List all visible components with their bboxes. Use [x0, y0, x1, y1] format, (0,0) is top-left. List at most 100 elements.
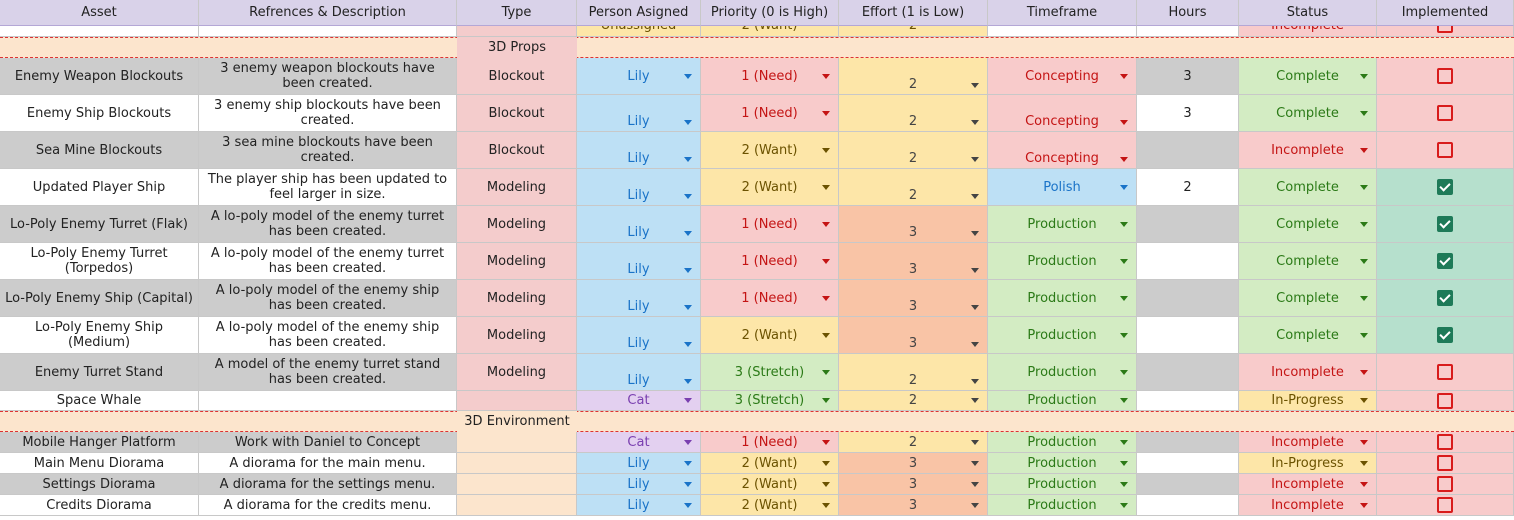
hours-cell[interactable]: 2 [1137, 169, 1239, 206]
checkbox-unchecked[interactable] [1437, 476, 1453, 492]
person-dropdown[interactable]: Lily [577, 206, 701, 243]
effort-dropdown[interactable]: 3 [839, 317, 988, 354]
checkbox-unchecked[interactable] [1437, 392, 1453, 409]
type-cell[interactable] [457, 474, 577, 495]
column-header-effort[interactable]: Effort (1 is Low) [839, 0, 988, 26]
description-cell[interactable]: Work with Daniel to Concept [199, 432, 457, 453]
hours-cell[interactable] [1137, 495, 1239, 516]
status-dropdown[interactable]: Incomplete [1239, 474, 1377, 495]
effort-dropdown[interactable]: 2 [839, 391, 988, 411]
timeframe-dropdown[interactable]: Production [988, 206, 1137, 243]
description-cell[interactable]: A diorama for the settings menu. [199, 474, 457, 495]
person-dropdown[interactable]: Lily [577, 243, 701, 280]
type-cell[interactable]: Blockout [457, 95, 577, 132]
implemented-cell[interactable] [1377, 495, 1514, 516]
priority-dropdown[interactable]: 1 (Need) [701, 432, 839, 453]
status-dropdown[interactable]: Complete [1239, 206, 1377, 243]
hours-cell[interactable] [1137, 280, 1239, 317]
description-cell[interactable] [199, 391, 457, 411]
checkbox-checked[interactable] [1437, 253, 1453, 269]
type-cell[interactable]: Modeling [457, 206, 577, 243]
description-cell[interactable]: A lo-poly model of the enemy ship has be… [199, 317, 457, 354]
asset-cell[interactable]: Enemy Turret Stand [0, 354, 199, 391]
implemented-cell[interactable] [1377, 132, 1514, 169]
asset-cell[interactable]: Main Menu Diorama [0, 453, 199, 474]
priority-dropdown[interactable]: 3 (Stretch) [701, 391, 839, 411]
priority-dropdown[interactable]: 2 (Want) [701, 474, 839, 495]
priority-dropdown[interactable]: 1 (Need) [701, 280, 839, 317]
priority-dropdown[interactable]: 2 (Want) [701, 132, 839, 169]
description-cell[interactable]: A lo-poly model of the enemy ship has be… [199, 280, 457, 317]
type-cell[interactable]: Modeling [457, 317, 577, 354]
partial-row-person[interactable]: Unassigned [577, 26, 701, 37]
status-dropdown[interactable]: Incomplete [1239, 354, 1377, 391]
checkbox-unchecked[interactable] [1437, 105, 1453, 121]
person-dropdown[interactable]: Lily [577, 495, 701, 516]
implemented-cell[interactable] [1377, 243, 1514, 280]
implemented-cell[interactable] [1377, 317, 1514, 354]
status-dropdown[interactable]: In-Progress [1239, 391, 1377, 411]
priority-dropdown[interactable]: 1 (Need) [701, 58, 839, 95]
type-cell[interactable]: Modeling [457, 354, 577, 391]
description-cell[interactable]: A lo-poly model of the enemy turret has … [199, 243, 457, 280]
hours-cell[interactable] [1137, 474, 1239, 495]
implemented-cell[interactable] [1377, 206, 1514, 243]
hours-cell[interactable] [1137, 432, 1239, 453]
description-cell[interactable]: The player ship has been updated to feel… [199, 169, 457, 206]
checkbox-unchecked[interactable] [1437, 68, 1453, 84]
description-cell[interactable]: A model of the enemy turret stand has be… [199, 354, 457, 391]
effort-dropdown[interactable]: 3 [839, 206, 988, 243]
implemented-cell[interactable] [1377, 432, 1514, 453]
asset-cell[interactable]: Settings Diorama [0, 474, 199, 495]
implemented-cell[interactable] [1377, 169, 1514, 206]
column-header-desc[interactable]: Refrences & Description [199, 0, 457, 26]
priority-dropdown[interactable]: 2 (Want) [701, 453, 839, 474]
checkbox-checked[interactable] [1437, 179, 1453, 195]
implemented-cell[interactable] [1377, 453, 1514, 474]
hours-cell[interactable] [1137, 453, 1239, 474]
type-cell[interactable]: Modeling [457, 243, 577, 280]
timeframe-dropdown[interactable]: Production [988, 317, 1137, 354]
person-dropdown[interactable]: Lily [577, 474, 701, 495]
type-cell[interactable]: Blockout [457, 132, 577, 169]
person-dropdown[interactable]: Lily [577, 354, 701, 391]
description-cell[interactable]: 3 sea mine blockouts have been created. [199, 132, 457, 169]
description-cell[interactable]: 3 enemy weapon blockouts have been creat… [199, 58, 457, 95]
checkbox-checked[interactable] [1437, 216, 1453, 232]
status-dropdown[interactable]: Incomplete [1239, 132, 1377, 169]
column-header-timeframe[interactable]: Timeframe [988, 0, 1137, 26]
partial-row-effort[interactable]: 2 [839, 26, 988, 37]
checkbox[interactable] [1437, 26, 1453, 33]
column-header-implemented[interactable]: Implemented [1377, 0, 1514, 26]
hours-cell[interactable] [1137, 354, 1239, 391]
type-cell[interactable] [457, 391, 577, 411]
hours-cell[interactable] [1137, 132, 1239, 169]
person-dropdown[interactable]: Lily [577, 169, 701, 206]
priority-dropdown[interactable]: 2 (Want) [701, 495, 839, 516]
status-dropdown[interactable]: Incomplete [1239, 432, 1377, 453]
asset-cell[interactable]: Sea Mine Blockouts [0, 132, 199, 169]
timeframe-dropdown[interactable]: Production [988, 432, 1137, 453]
checkbox-unchecked[interactable] [1437, 497, 1453, 513]
partial-row-implemented[interactable] [1377, 26, 1514, 37]
priority-dropdown[interactable]: 3 (Stretch) [701, 354, 839, 391]
column-header-priority[interactable]: Priority (0 is High) [701, 0, 839, 26]
asset-cell[interactable]: Enemy Weapon Blockouts [0, 58, 199, 95]
checkbox-unchecked[interactable] [1437, 455, 1453, 471]
asset-cell[interactable]: Credits Diorama [0, 495, 199, 516]
effort-dropdown[interactable]: 3 [839, 243, 988, 280]
timeframe-dropdown[interactable]: Concepting [988, 95, 1137, 132]
effort-dropdown[interactable]: 2 [839, 132, 988, 169]
type-cell[interactable] [457, 453, 577, 474]
partial-row-status[interactable]: Incomplete [1239, 26, 1377, 37]
checkbox-unchecked[interactable] [1437, 364, 1453, 380]
asset-cell[interactable]: Lo-Poly Enemy Turret (Flak) [0, 206, 199, 243]
timeframe-dropdown[interactable]: Production [988, 243, 1137, 280]
timeframe-dropdown[interactable]: Production [988, 474, 1137, 495]
column-header-person[interactable]: Person Asigned [577, 0, 701, 26]
hours-cell[interactable]: 3 [1137, 95, 1239, 132]
priority-dropdown[interactable]: 1 (Need) [701, 95, 839, 132]
implemented-cell[interactable] [1377, 280, 1514, 317]
timeframe-dropdown[interactable]: Production [988, 354, 1137, 391]
status-dropdown[interactable]: Complete [1239, 58, 1377, 95]
